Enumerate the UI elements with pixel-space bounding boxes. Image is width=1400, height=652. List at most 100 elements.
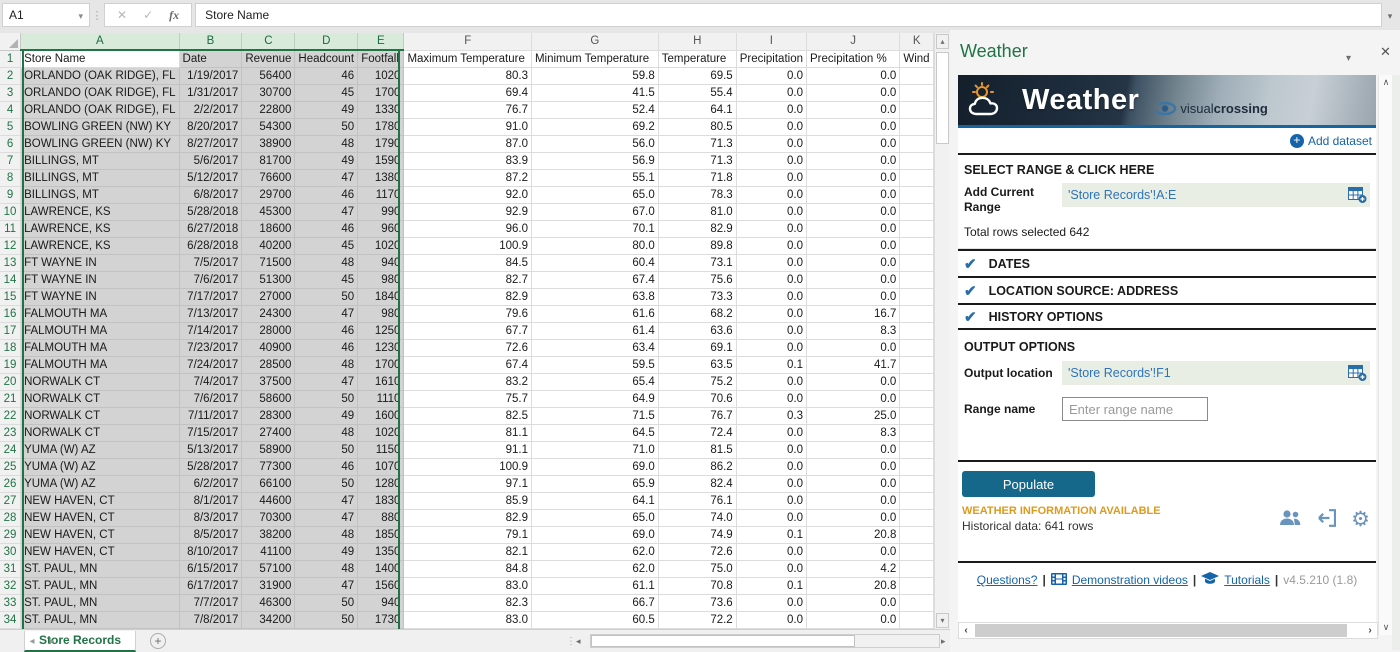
cell[interactable]: YUMA (W) AZ: [20, 441, 180, 459]
cell[interactable]: 1020: [357, 237, 405, 255]
cell[interactable]: 75.2: [658, 373, 737, 391]
cell[interactable]: 76.7: [403, 101, 532, 119]
cell[interactable]: 31900: [241, 577, 296, 595]
cell[interactable]: 80.0: [531, 237, 659, 255]
cell[interactable]: FT WAYNE IN: [20, 271, 180, 289]
cell[interactable]: 0.0: [736, 169, 808, 187]
cell[interactable]: BOWLING GREEN (NW) KY: [20, 135, 180, 153]
add-dataset-plus-icon[interactable]: [1289, 134, 1304, 148]
cell[interactable]: [899, 509, 934, 527]
cell[interactable]: 7/17/2017: [179, 288, 243, 306]
cell[interactable]: 73.1: [658, 254, 737, 272]
cell[interactable]: 64.1: [531, 492, 659, 510]
cell[interactable]: 0.0: [806, 152, 901, 170]
cell[interactable]: 83.2: [403, 373, 532, 391]
cell[interactable]: 37500: [241, 373, 296, 391]
cell[interactable]: 960: [357, 220, 405, 238]
column-header-J[interactable]: J: [806, 33, 901, 51]
cell[interactable]: 0.0: [806, 390, 901, 408]
scroll-down-icon[interactable]: [936, 613, 949, 628]
cell[interactable]: 7/8/2017: [179, 611, 243, 629]
cell[interactable]: 0.0: [806, 237, 901, 255]
row-header[interactable]: 26: [0, 475, 22, 493]
cell[interactable]: 50: [294, 475, 359, 493]
cell[interactable]: 25.0: [806, 407, 901, 425]
cell[interactable]: [899, 543, 934, 561]
cell[interactable]: 880: [357, 509, 405, 527]
cell[interactable]: 29700: [241, 186, 296, 204]
cell[interactable]: Store Name: [20, 50, 180, 68]
cell[interactable]: 0.0: [736, 424, 808, 442]
row-header[interactable]: 1: [0, 50, 22, 68]
cell[interactable]: 0.0: [736, 84, 808, 102]
scroll-right-icon[interactable]: [941, 636, 946, 647]
cell[interactable]: 1070: [357, 458, 405, 476]
cell[interactable]: 80.3: [403, 67, 532, 85]
cell[interactable]: 69.0: [531, 526, 659, 544]
cell[interactable]: 70.1: [531, 220, 659, 238]
cell[interactable]: 67.7: [403, 322, 532, 340]
cell[interactable]: 0.0: [806, 611, 901, 629]
cell[interactable]: 0.0: [806, 203, 901, 221]
cell[interactable]: 66.7: [531, 594, 659, 612]
populate-button[interactable]: Populate: [962, 471, 1095, 497]
cell[interactable]: 65.0: [531, 186, 659, 204]
horizontal-scroll-thumb[interactable]: [591, 635, 855, 647]
cell[interactable]: 0.0: [806, 594, 901, 612]
cell[interactable]: 47: [294, 492, 359, 510]
cell[interactable]: 48: [294, 560, 359, 578]
cell[interactable]: 0.0: [736, 305, 808, 323]
cell[interactable]: 47: [294, 373, 359, 391]
cell[interactable]: 7/13/2017: [179, 305, 243, 323]
cell[interactable]: 0.0: [806, 441, 901, 459]
cell[interactable]: Temperature: [658, 50, 737, 68]
cell[interactable]: ORLANDO (OAK RIDGE), FL: [20, 101, 180, 119]
cell[interactable]: 0.0: [736, 441, 808, 459]
cell[interactable]: 0.1: [736, 356, 808, 374]
cell[interactable]: 1700: [357, 356, 405, 374]
cell[interactable]: NEW HAVEN, CT: [20, 492, 180, 510]
cell[interactable]: 7/6/2017: [179, 271, 243, 289]
cell[interactable]: 0.0: [806, 509, 901, 527]
cell[interactable]: 8/10/2017: [179, 543, 243, 561]
cell[interactable]: 83.9: [403, 152, 532, 170]
cell[interactable]: 1330: [357, 101, 405, 119]
cell[interactable]: BILLINGS, MT: [20, 186, 180, 204]
section-dates[interactable]: DATES: [958, 249, 1376, 276]
cell[interactable]: 76.7: [658, 407, 737, 425]
cell[interactable]: 61.6: [531, 305, 659, 323]
cell[interactable]: 73.6: [658, 594, 737, 612]
cell[interactable]: 41100: [241, 543, 296, 561]
cell[interactable]: Precipitation %: [806, 50, 901, 68]
row-header[interactable]: 25: [0, 458, 22, 476]
output-location-picker-icon[interactable]: [1344, 361, 1370, 385]
cell[interactable]: 24300: [241, 305, 296, 323]
cell[interactable]: 73.3: [658, 288, 737, 306]
output-location-field[interactable]: 'Store Records'!F1: [1062, 361, 1344, 385]
cell[interactable]: 0.3: [736, 407, 808, 425]
cell[interactable]: 0.0: [806, 254, 901, 272]
section-history-options[interactable]: HISTORY OPTIONS: [958, 303, 1376, 330]
cell[interactable]: 0.0: [736, 288, 808, 306]
cell[interactable]: 46: [294, 458, 359, 476]
row-header[interactable]: 6: [0, 135, 22, 153]
cell[interactable]: 55.1: [531, 169, 659, 187]
cell[interactable]: 0.0: [806, 118, 901, 136]
cell[interactable]: NORWALK CT: [20, 424, 180, 442]
cell[interactable]: 67.0: [531, 203, 659, 221]
cell[interactable]: 7/6/2017: [179, 390, 243, 408]
cell[interactable]: 48: [294, 254, 359, 272]
cell[interactable]: 6/2/2017: [179, 475, 243, 493]
cell[interactable]: 0.0: [736, 509, 808, 527]
cell[interactable]: 60.5: [531, 611, 659, 629]
cell[interactable]: 6/17/2017: [179, 577, 243, 595]
row-header[interactable]: 12: [0, 237, 22, 255]
row-header[interactable]: 3: [0, 84, 22, 102]
cell[interactable]: 72.6: [403, 339, 532, 357]
cell[interactable]: 48: [294, 526, 359, 544]
sheet-vertical-scrollbar[interactable]: [934, 33, 950, 629]
cell[interactable]: NORWALK CT: [20, 373, 180, 391]
cell[interactable]: 74.9: [658, 526, 737, 544]
cell[interactable]: 5/13/2017: [179, 441, 243, 459]
row-header[interactable]: 8: [0, 169, 22, 187]
